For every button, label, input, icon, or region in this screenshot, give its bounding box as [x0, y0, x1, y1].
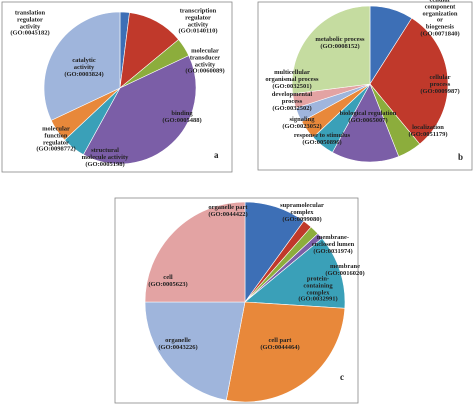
slice-label: cell (GO:0005623)	[148, 274, 188, 288]
slice-label: structural molecule activity (GO:0005198…	[81, 146, 129, 168]
pie-slice	[244, 237, 346, 309]
panel-frame	[1, 1, 233, 173]
slice-label: localization (GO:0051179)	[408, 124, 448, 138]
slice-label: biological regulation (GO:0065007)	[339, 110, 397, 124]
slice-label: protein- containing complex (GO:0032991)	[298, 275, 338, 303]
slice-label: membrane (GO:0016020)	[325, 263, 365, 277]
slice-label: binding (GO:0005488)	[162, 110, 202, 124]
slice-label: transcription regulator activity (GO:014…	[178, 7, 218, 35]
panel-frame	[114, 197, 359, 404]
pie-slice	[43, 11, 121, 121]
slice-label: translation regulator activity (GO:00451…	[10, 9, 50, 37]
slice-label: response to stimulus (GO:0050896)	[293, 132, 351, 146]
pie-slice	[82, 55, 197, 165]
slice-label: molecular function regulator (GO:0098772…	[36, 125, 76, 153]
slice-label: organelle (GO:0043226)	[158, 337, 198, 351]
pie-slice	[144, 301, 246, 401]
panel-letter: a	[214, 150, 219, 160]
slice-label: metabolic process (GO:0008152)	[315, 36, 365, 50]
slice-label: developmental process (GO:0032502)	[271, 90, 313, 112]
pie-slice	[144, 201, 246, 303]
slice-label: cell part (GO:0044464)	[260, 337, 300, 351]
slice-label: catalytic activity (GO:0003824)	[64, 56, 104, 78]
pie-slice	[291, 5, 371, 95]
panel-letter: c	[340, 372, 344, 382]
slice-label: supramolecular complex (GO:0099080)	[280, 201, 324, 223]
pie-slice	[225, 301, 346, 403]
pie-slice	[332, 83, 400, 163]
slice-label: multicellular organismal process (GO:003…	[265, 68, 319, 90]
slice-label: organelle part (GO:0044422)	[208, 204, 248, 218]
slice-label: molecular transducer activity (GO:006008…	[185, 47, 225, 75]
panel-letter: b	[458, 152, 464, 162]
slice-label: cellular process (GO:0009987)	[420, 73, 460, 95]
pie-slice	[369, 17, 449, 145]
panel-frame	[257, 1, 473, 171]
slice-label: cellular component organization or bioge…	[420, 0, 460, 38]
slice-label: membrane- enclosed lumen (GO:0031974)	[311, 233, 355, 255]
slice-label: signaling (GO:0023052)	[282, 116, 322, 130]
